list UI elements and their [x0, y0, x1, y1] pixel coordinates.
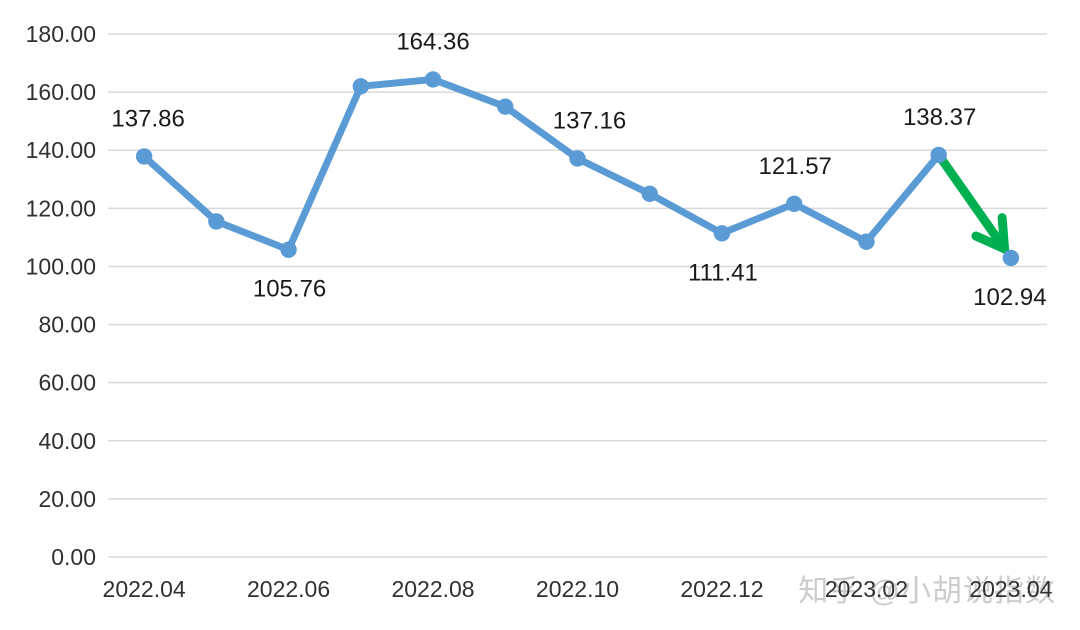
- data-label: 102.94: [973, 284, 1046, 311]
- data-label: 121.57: [758, 153, 831, 180]
- x-tick-label: 2022.04: [103, 576, 186, 602]
- y-tick-label: 160.00: [26, 79, 96, 105]
- watermark: 知乎 @小胡说指数: [798, 575, 1056, 608]
- data-point-marker: [352, 78, 370, 95]
- data-label: 111.41: [688, 259, 758, 286]
- y-tick-label: 180.00: [26, 21, 96, 47]
- y-tick-label: 80.00: [38, 312, 96, 338]
- data-line: [140, 75, 1015, 262]
- x-tick-label: 2022.08: [391, 576, 474, 602]
- x-tick-label: 2022.06: [247, 576, 330, 602]
- data-point-marker: [1002, 249, 1020, 267]
- data-point-marker: [641, 185, 658, 203]
- data-point-marker: [208, 213, 225, 230]
- trend-arrow-head: [971, 213, 1010, 254]
- data-label: 164.36: [396, 28, 469, 55]
- data-label: 137.16: [553, 107, 626, 134]
- data-point-marker: [785, 195, 803, 212]
- y-tick-label: 140.00: [26, 137, 96, 163]
- data-point-marker: [280, 241, 297, 258]
- y-tick-label: 40.00: [38, 428, 96, 454]
- y-tick-label: 60.00: [38, 370, 96, 396]
- data-label: 137.86: [111, 105, 184, 132]
- x-tick-label: 2022.10: [536, 576, 619, 602]
- data-point-marker: [569, 150, 586, 167]
- y-tick-label: 0.00: [51, 544, 96, 570]
- y-tick-label: 120.00: [26, 195, 96, 221]
- y-tick-label: 20.00: [38, 486, 96, 512]
- data-point-marker: [497, 98, 514, 115]
- data-point-marker: [858, 233, 875, 250]
- data-point-marker: [713, 225, 731, 242]
- data-point-marker: [930, 146, 947, 164]
- trend-arrow-shaft: [935, 152, 1004, 246]
- y-tick-label: 100.00: [26, 253, 96, 279]
- data-point-marker: [424, 71, 442, 88]
- x-tick-label: 2023.04: [969, 576, 1052, 602]
- data-point-marker: [135, 148, 153, 165]
- x-tick-label: 2023.02: [825, 576, 908, 602]
- data-label: 138.37: [903, 104, 976, 131]
- data-label: 105.76: [253, 276, 326, 303]
- x-tick-label: 2022.12: [680, 576, 763, 602]
